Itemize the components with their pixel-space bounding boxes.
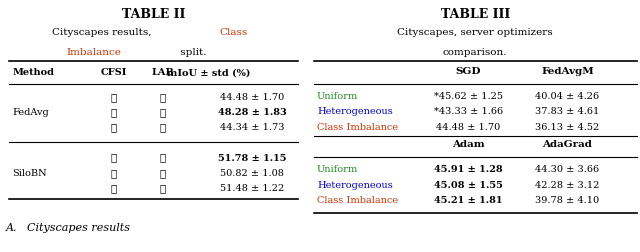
Text: mIoU ± std (%): mIoU ± std (%) bbox=[167, 68, 251, 77]
Text: SGD: SGD bbox=[456, 67, 481, 76]
Text: *43.33 ± 1.66: *43.33 ± 1.66 bbox=[434, 107, 503, 116]
Text: Cityscapes results,: Cityscapes results, bbox=[52, 28, 155, 37]
Text: TABLE III: TABLE III bbox=[440, 8, 510, 20]
Text: 44.30 ± 3.66: 44.30 ± 3.66 bbox=[536, 164, 600, 173]
Text: ✓: ✓ bbox=[160, 123, 166, 132]
Text: ✓: ✓ bbox=[111, 168, 116, 177]
Text: FedAvgM: FedAvgM bbox=[541, 67, 594, 76]
Text: A.   Cityscapes results: A. Cityscapes results bbox=[6, 222, 131, 232]
Text: ✗: ✗ bbox=[160, 168, 166, 177]
Text: 51.78 ± 1.15: 51.78 ± 1.15 bbox=[218, 153, 286, 162]
Text: 50.82 ± 1.08: 50.82 ± 1.08 bbox=[220, 168, 284, 177]
Text: Class Imbalance: Class Imbalance bbox=[317, 196, 398, 205]
Text: Imbalance: Imbalance bbox=[66, 48, 121, 57]
Text: 51.48 ± 1.22: 51.48 ± 1.22 bbox=[220, 183, 284, 192]
Text: Heterogeneous: Heterogeneous bbox=[317, 180, 393, 189]
Text: 36.13 ± 4.52: 36.13 ± 4.52 bbox=[536, 122, 600, 132]
Text: 44.48 ± 1.70: 44.48 ± 1.70 bbox=[436, 122, 500, 132]
Text: 45.08 ± 1.55: 45.08 ± 1.55 bbox=[434, 180, 503, 189]
Text: ✓: ✓ bbox=[160, 183, 166, 192]
Text: 44.48 ± 1.70: 44.48 ± 1.70 bbox=[220, 92, 284, 102]
Text: 45.91 ± 1.28: 45.91 ± 1.28 bbox=[435, 164, 503, 173]
Text: TABLE II: TABLE II bbox=[122, 8, 186, 20]
Text: split.: split. bbox=[177, 48, 206, 57]
Text: ✗: ✗ bbox=[111, 153, 116, 162]
Text: CFSI: CFSI bbox=[100, 68, 127, 77]
Text: ✗: ✗ bbox=[160, 108, 166, 117]
Text: Adam: Adam bbox=[452, 140, 485, 149]
Text: ✗: ✗ bbox=[160, 92, 166, 102]
Text: 39.78 ± 4.10: 39.78 ± 4.10 bbox=[536, 196, 600, 205]
Text: comparison.: comparison. bbox=[443, 48, 508, 57]
Text: 40.04 ± 4.26: 40.04 ± 4.26 bbox=[536, 91, 600, 100]
Text: ✗: ✗ bbox=[111, 92, 116, 102]
Text: 45.21 ± 1.81: 45.21 ± 1.81 bbox=[435, 196, 503, 205]
Text: Uniform: Uniform bbox=[317, 91, 358, 100]
Text: LAB: LAB bbox=[152, 68, 174, 77]
Text: ✗: ✗ bbox=[111, 123, 116, 132]
Text: Class Imbalance: Class Imbalance bbox=[317, 122, 398, 132]
Text: Uniform: Uniform bbox=[317, 164, 358, 173]
Text: AdaGrad: AdaGrad bbox=[543, 140, 593, 149]
Text: 37.83 ± 4.61: 37.83 ± 4.61 bbox=[536, 107, 600, 116]
Text: ✗: ✗ bbox=[111, 183, 116, 192]
Text: Cityscapes, server optimizers: Cityscapes, server optimizers bbox=[397, 28, 553, 37]
Text: Method: Method bbox=[12, 68, 54, 77]
Text: ✓: ✓ bbox=[111, 108, 116, 117]
Text: FedAvg: FedAvg bbox=[12, 108, 49, 117]
Text: Heterogeneous: Heterogeneous bbox=[317, 107, 393, 116]
Text: 48.28 ± 1.83: 48.28 ± 1.83 bbox=[218, 108, 286, 117]
Text: SiloBN: SiloBN bbox=[12, 168, 47, 177]
Text: ✗: ✗ bbox=[160, 153, 166, 162]
Text: Class: Class bbox=[220, 28, 248, 37]
Text: 42.28 ± 3.12: 42.28 ± 3.12 bbox=[535, 180, 600, 189]
Text: *45.62 ± 1.25: *45.62 ± 1.25 bbox=[434, 91, 503, 100]
Text: 44.34 ± 1.73: 44.34 ± 1.73 bbox=[220, 123, 284, 132]
